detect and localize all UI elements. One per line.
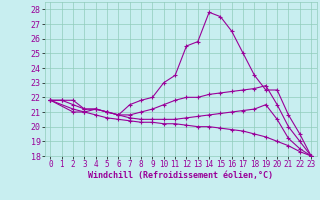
X-axis label: Windchill (Refroidissement éolien,°C): Windchill (Refroidissement éolien,°C) [88,171,273,180]
